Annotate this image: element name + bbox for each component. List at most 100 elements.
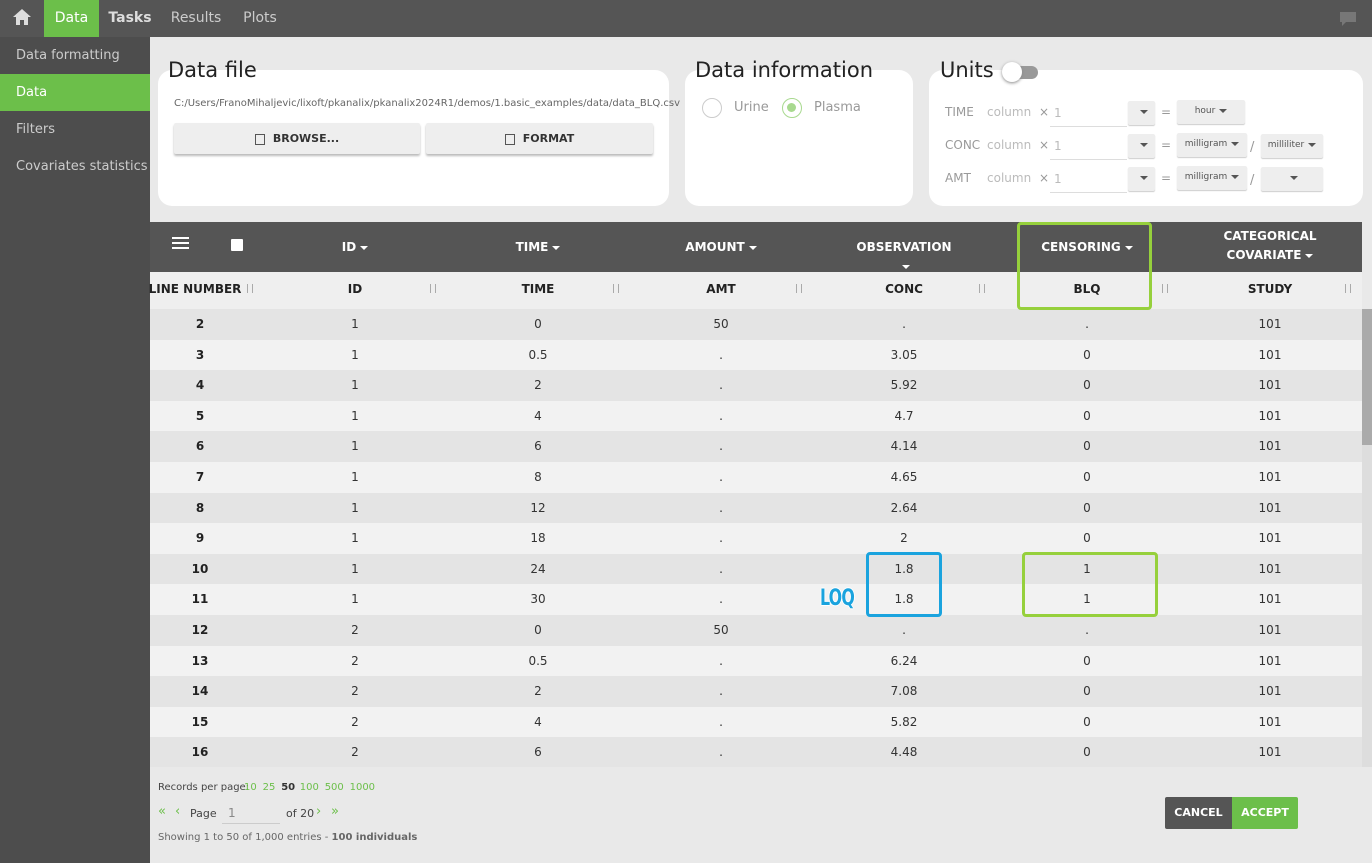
table-cell: 4: [195, 378, 205, 393]
unit-column: column: [987, 138, 1032, 152]
home-icon[interactable]: [12, 8, 32, 26]
nav-tab[interactable]: Results: [170, 10, 222, 26]
unit-select[interactable]: milligram: [1177, 166, 1247, 190]
unit-select[interactable]: hour: [1177, 100, 1245, 124]
column-header[interactable]: ID: [347, 282, 363, 296]
column-header[interactable]: BLQ: [1073, 282, 1101, 296]
column-type[interactable]: TIME: [448, 238, 628, 257]
table-cell: 101: [1258, 439, 1282, 454]
radio-label[interactable]: Urine: [734, 100, 769, 115]
unit-label: milligram: [1184, 139, 1228, 149]
sort-icon[interactable]: [979, 284, 985, 293]
sort-icon[interactable]: [247, 284, 253, 293]
records-label: Records per page:: [158, 782, 250, 793]
nav-tab[interactable]: Plots: [243, 10, 277, 26]
caret: [552, 245, 561, 250]
column-header[interactable]: TIME: [521, 282, 555, 296]
sort-icon[interactable]: [430, 284, 436, 293]
page-size[interactable]: 100: [299, 782, 319, 793]
column-type[interactable]: CATEGORICAL COVARIATE: [1180, 227, 1360, 265]
table-cell: 101: [1258, 531, 1282, 546]
table-cell: 1: [351, 592, 359, 607]
table-cell: 12: [530, 500, 546, 515]
table-cell: 0: [1083, 378, 1091, 393]
factor-input[interactable]: 1: [1050, 167, 1127, 193]
unit-select[interactable]: milligram: [1177, 133, 1247, 157]
operator: ×: [1039, 138, 1050, 152]
sidebar-item[interactable]: Filters: [16, 122, 55, 137]
table-cell: 1: [351, 317, 359, 331]
table-cell: .: [719, 653, 723, 668]
radio[interactable]: [782, 98, 802, 118]
highlight-box: [1022, 552, 1158, 617]
chat-icon[interactable]: [1338, 10, 1358, 27]
action-button[interactable]: ACCEPT: [1232, 797, 1298, 829]
table-cell: .: [719, 408, 723, 423]
sidebar-item[interactable]: Covariates statistics: [16, 159, 148, 174]
radio-label[interactable]: Plasma: [814, 100, 861, 115]
table-cell: 1: [351, 561, 359, 576]
page-input[interactable]: 1: [222, 804, 280, 824]
column-type-label: ID: [341, 240, 357, 254]
nav-tab[interactable]: Tasks: [108, 10, 152, 26]
unit-select[interactable]: [1128, 134, 1155, 158]
sort-icon[interactable]: [1345, 284, 1351, 293]
table-row: [150, 431, 1362, 462]
sidebar-item[interactable]: Data: [0, 74, 150, 111]
sort-icon[interactable]: [796, 284, 802, 293]
button[interactable]: FORMAT: [426, 123, 653, 154]
sort-icon[interactable]: [613, 284, 619, 293]
save-icon[interactable]: [231, 239, 243, 251]
unit-select[interactable]: [1261, 167, 1323, 191]
caret: [902, 264, 910, 269]
nav-tab[interactable]: Data: [44, 0, 99, 37]
page-size[interactable]: 1000: [349, 782, 376, 793]
factor-input[interactable]: 1: [1050, 101, 1127, 127]
page-size[interactable]: 25: [262, 782, 276, 793]
page-nav[interactable]: ‹: [175, 804, 181, 819]
column-type[interactable]: AMOUNT: [631, 238, 811, 257]
radio-dot: [787, 103, 796, 112]
table-cell: 4.48: [890, 745, 918, 760]
table-cell: 0: [1083, 500, 1091, 515]
radio[interactable]: [702, 98, 722, 118]
operator: ×: [1039, 105, 1050, 119]
button[interactable]: BROWSE...: [174, 123, 420, 154]
sidebar-item[interactable]: Data formatting: [16, 48, 120, 63]
factor-input[interactable]: 1: [1050, 134, 1127, 160]
unit-select[interactable]: milliliter: [1261, 134, 1323, 158]
table-cell: 0.5: [528, 653, 548, 668]
page-count: of 20: [286, 807, 315, 820]
column-header[interactable]: AMT: [706, 282, 736, 296]
scrollbar[interactable]: [1362, 309, 1372, 767]
column-type[interactable]: OBSERVATION: [814, 238, 994, 276]
page-size[interactable]: 500: [324, 782, 344, 793]
column-type[interactable]: ID: [265, 238, 445, 257]
unit-select[interactable]: [1128, 167, 1155, 191]
summary: Showing 1 to 50 of 1,000 entries - 100 i…: [158, 832, 417, 843]
page-nav[interactable]: ›: [316, 804, 322, 819]
page-size[interactable]: 10: [244, 782, 257, 793]
unit-label: hour: [1194, 106, 1216, 116]
toggle-knob[interactable]: [1002, 62, 1022, 82]
page-size[interactable]: 50: [281, 782, 296, 793]
table-cell: 101: [1258, 714, 1282, 729]
operator: =: [1161, 105, 1172, 119]
column-header[interactable]: CONC: [885, 282, 923, 296]
column-type[interactable]: CENSORING: [997, 238, 1177, 257]
column-header[interactable]: LINE NUMBER: [148, 282, 242, 296]
unit-column: column: [987, 105, 1032, 119]
table-cell: 3: [195, 347, 205, 362]
page-nav[interactable]: «: [158, 804, 166, 819]
sort-icon[interactable]: [1162, 284, 1168, 293]
table-cell: 6: [534, 439, 542, 454]
table-cell: 6: [534, 745, 542, 760]
scroll-thumb[interactable]: [1362, 309, 1372, 445]
page-nav[interactable]: »: [331, 804, 339, 819]
column-header[interactable]: STUDY: [1247, 282, 1293, 296]
action-button[interactable]: CANCEL: [1165, 797, 1232, 829]
column-type-label: OBSERVATION: [856, 240, 952, 254]
table-header: [150, 272, 1362, 309]
menu-icon[interactable]: [172, 237, 189, 239]
unit-select[interactable]: [1128, 101, 1155, 125]
